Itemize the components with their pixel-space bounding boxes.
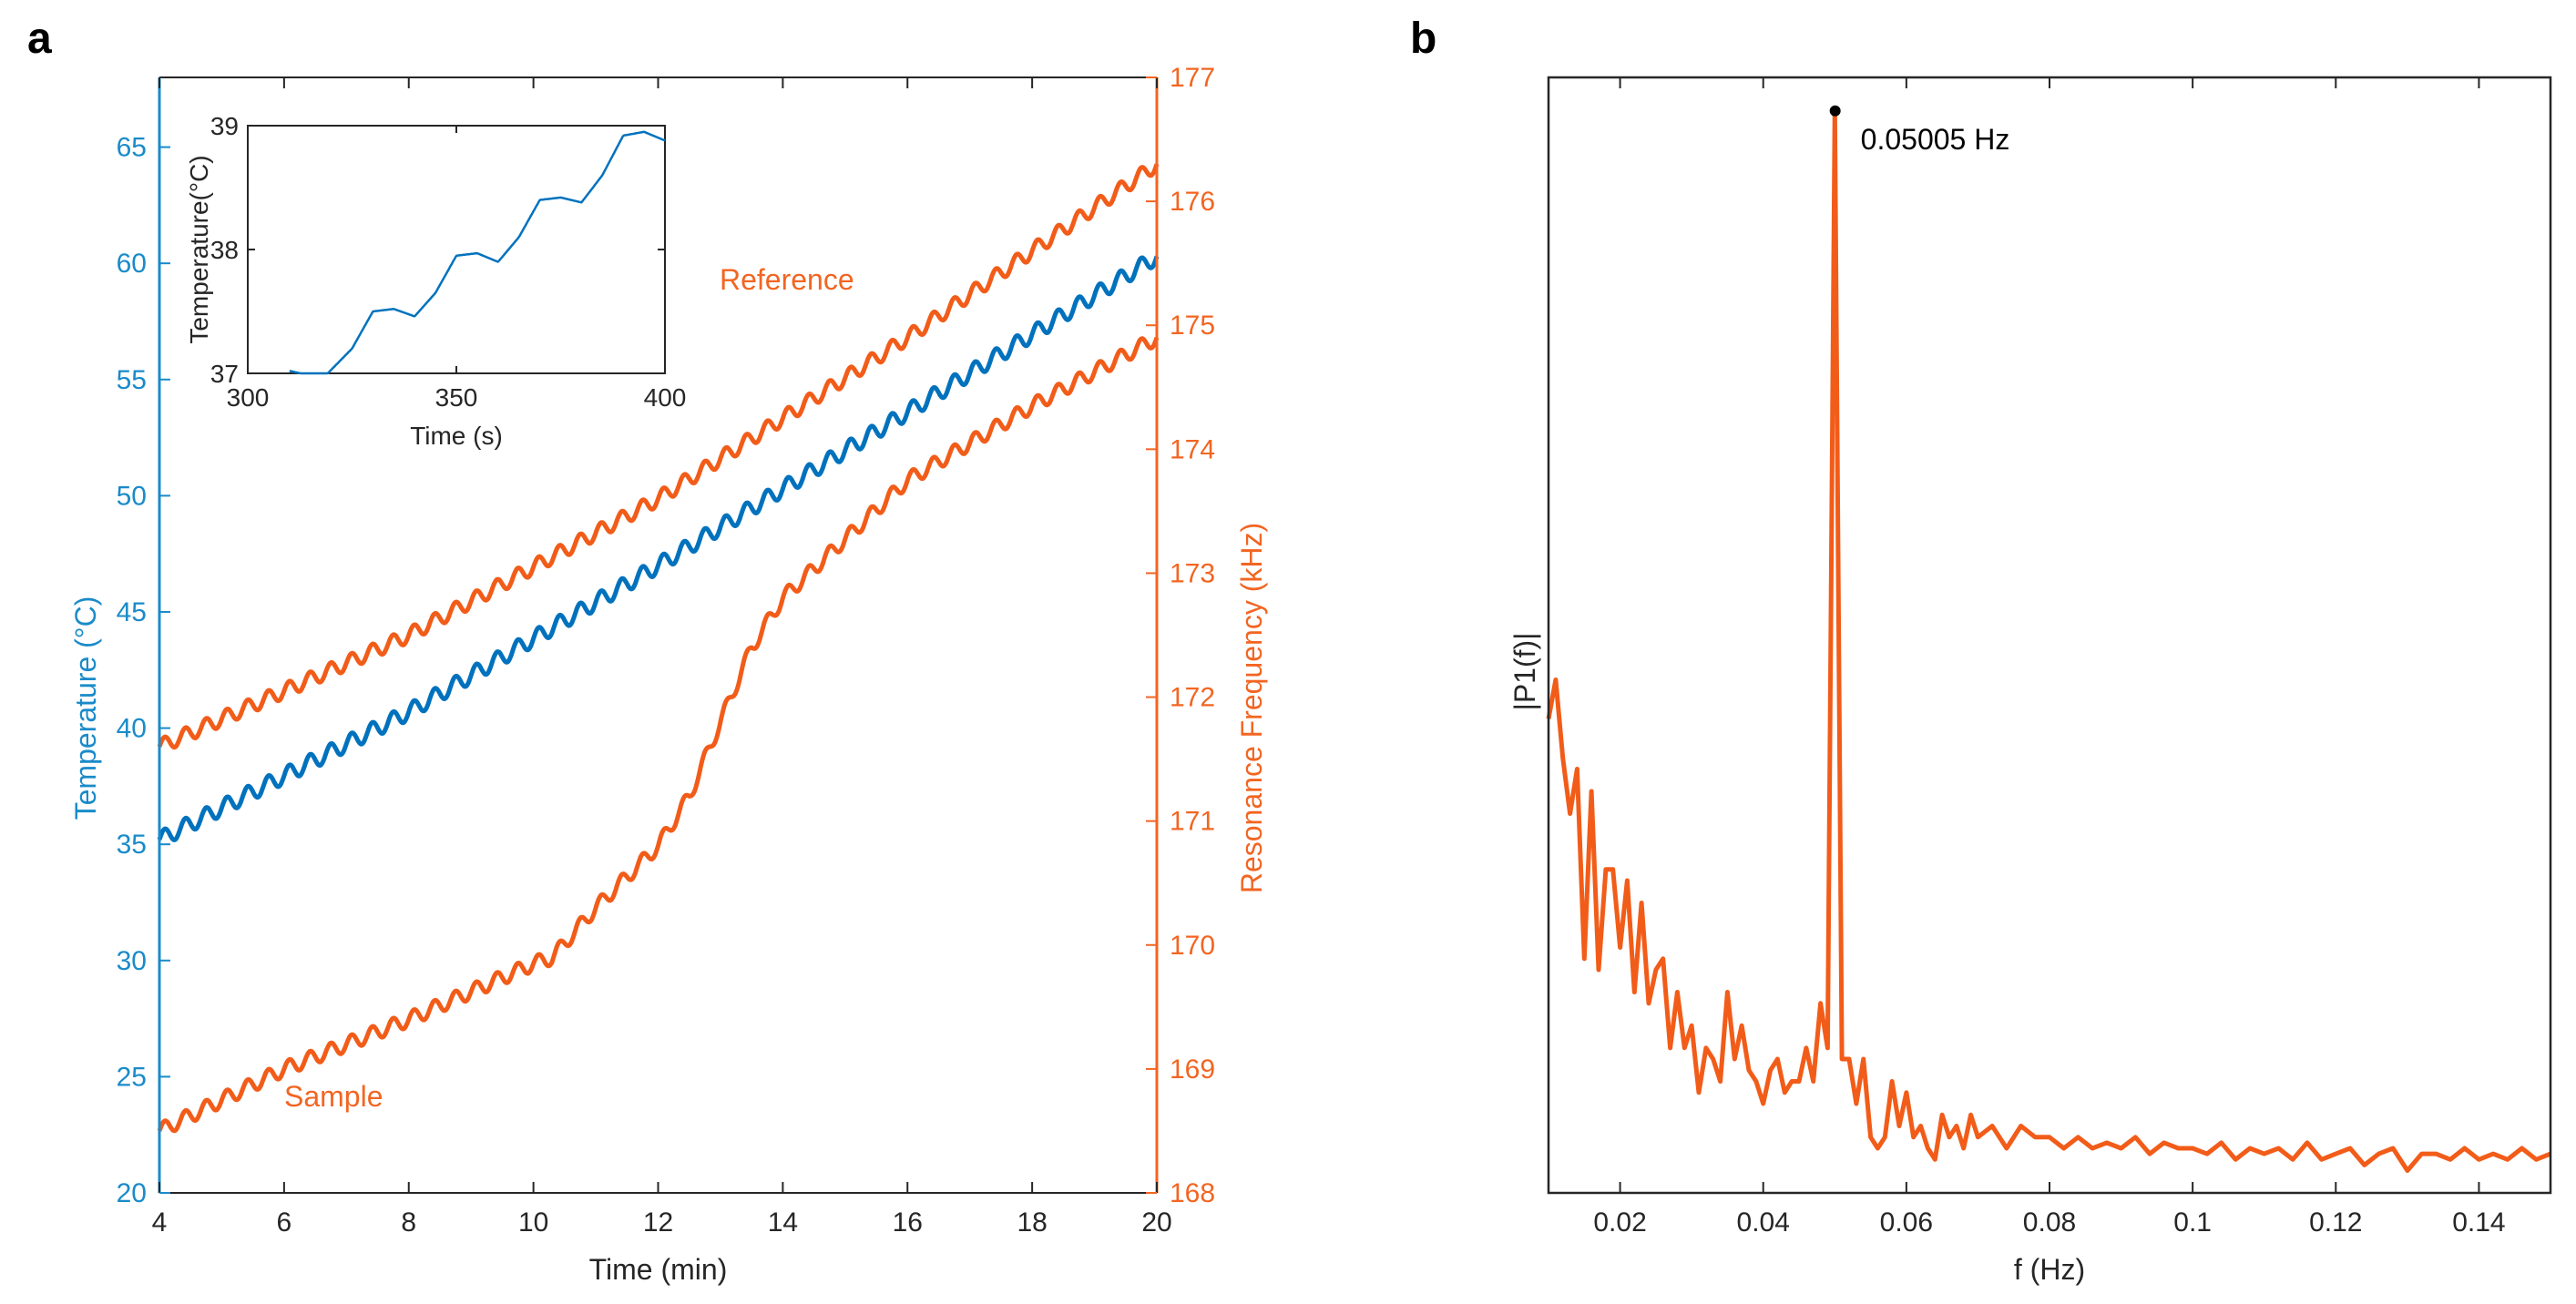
chart-a-inset-series-line <box>289 130 666 375</box>
chart-b-x-tick-label: 0.04 <box>1737 1207 1790 1238</box>
chart-a-y-tick-label-right: 173 <box>1170 558 1215 588</box>
chart-a-series-line <box>157 336 1160 1134</box>
chart-a-x-tick-label: 20 <box>1141 1207 1171 1238</box>
chart-a-inset-frame <box>247 125 666 374</box>
chart-a-x-tick-label: 16 <box>893 1207 923 1238</box>
chart-b-x-tick-label: 0.14 <box>2452 1207 2505 1238</box>
chart-a-inset-x-tick-label: 400 <box>644 383 687 412</box>
chart-a: 300 350 400 37 38 39 Time (s) Temperature(°C) 4… <box>69 63 1268 1286</box>
chart-a-series-line <box>157 255 1160 842</box>
chart-a-y-tick-label-left: 55 <box>117 365 147 395</box>
chart-a-y-tick-label-right: 168 <box>1170 1178 1215 1208</box>
chart-a-y-tick-label-right: 172 <box>1170 683 1215 713</box>
chart-a-x-tick-label: 12 <box>643 1207 673 1238</box>
chart-a-y-tick-label-right: 174 <box>1170 434 1215 464</box>
chart-a-y-tick-label-left: 20 <box>117 1178 147 1208</box>
chart-a-inset: 300 350 400 37 38 39 Time (s) Temperature(°C) <box>185 112 686 450</box>
chart-a-y-tick-label-left: 25 <box>117 1062 147 1092</box>
chart-b-plot-area <box>1546 105 2551 1173</box>
chart-a-inset-y-axis-label: Temperature(°C) <box>185 155 213 343</box>
chart-a-annotation-reference: Reference <box>720 263 854 296</box>
chart-a-x-tick-label: 4 <box>152 1207 168 1238</box>
chart-b-y-axis-label: |P1(f)| <box>1508 633 1541 711</box>
chart-b-axes: 0.02 0.04 0.06 0.08 0.1 0.12 0.14 <box>1547 76 2552 1238</box>
chart-a-y-tick-label-left: 35 <box>117 830 147 860</box>
chart-a-y-tick-label-right: 177 <box>1170 63 1215 93</box>
chart-a-y-tick-label-left: 30 <box>117 946 147 976</box>
chart-a-y-tick-label-left: 60 <box>117 249 147 279</box>
chart-a-inset-y-tick-label: 37 <box>210 360 239 388</box>
chart-a-inset-x-axis-label: Time (s) <box>410 422 503 450</box>
chart-b-series-line <box>1546 108 2551 1173</box>
chart-a-y-axis-label-right: Resonance Frequency (kHz) <box>1235 523 1268 893</box>
chart-a-y-tick-label-left: 45 <box>117 597 147 627</box>
chart-a-y-axis-label-left: Temperature (°C) <box>69 596 102 820</box>
chart-a-x-tick-label: 14 <box>768 1207 798 1238</box>
chart-b-x-tick-label: 0.1 <box>2173 1207 2212 1238</box>
chart-b: 0.02 0.04 0.06 0.08 0.1 0.12 0.14 f (Hz) |P1(f… <box>1508 76 2552 1286</box>
chart-a-y-tick-label-right: 176 <box>1170 187 1215 217</box>
chart-a-plot-area <box>157 163 1160 1134</box>
panel-letter-b: b <box>1410 15 1436 63</box>
chart-a-annotation-sample: Sample <box>284 1080 383 1113</box>
chart-a-x-tick-label: 6 <box>277 1207 292 1238</box>
chart-b-peak-label: 0.05005 Hz <box>1861 123 2010 156</box>
chart-a-x-tick-label: 18 <box>1017 1207 1047 1238</box>
chart-a-y-tick-label-left: 50 <box>117 481 147 511</box>
chart-a-inset-y-tick-label: 38 <box>210 236 239 264</box>
chart-a-y-tick-label-right: 169 <box>1170 1054 1215 1085</box>
panel-letter-a: a <box>27 15 52 63</box>
chart-b-x-tick-label: 0.06 <box>1880 1207 1933 1238</box>
chart-a-y-tick-label-right: 175 <box>1170 311 1215 341</box>
chart-b-x-tick-label: 0.08 <box>2023 1207 2076 1238</box>
chart-a-x-tick-label: 10 <box>518 1207 548 1238</box>
chart-a-y-tick-label-right: 171 <box>1170 807 1215 837</box>
chart-a-y-tick-label-right: 170 <box>1170 931 1215 961</box>
chart-b-peak-marker <box>1829 105 1841 117</box>
chart-b-x-axis-label: f (Hz) <box>2014 1253 2085 1286</box>
chart-a-x-axis-label: Time (min) <box>589 1253 728 1286</box>
chart-a-inset-y-tick-label: 39 <box>210 112 239 140</box>
chart-a-y-tick-label-left: 65 <box>117 133 147 163</box>
chart-a-inset-x-tick-label: 300 <box>227 383 270 412</box>
chart-b-x-tick-label: 0.02 <box>1593 1207 1646 1238</box>
chart-a-y-tick-label-left: 40 <box>117 714 147 744</box>
chart-a-x-tick-label: 8 <box>401 1207 416 1238</box>
chart-a-series-line <box>157 163 1160 750</box>
chart-b-x-tick-label: 0.12 <box>2309 1207 2362 1238</box>
chart-a-inset-x-tick-label: 350 <box>435 383 478 412</box>
chart-a-axes: 4 6 8 10 12 14 16 18 20 20 25 30 35 40 45 50 55 60 65 168 16… <box>117 63 1215 1238</box>
